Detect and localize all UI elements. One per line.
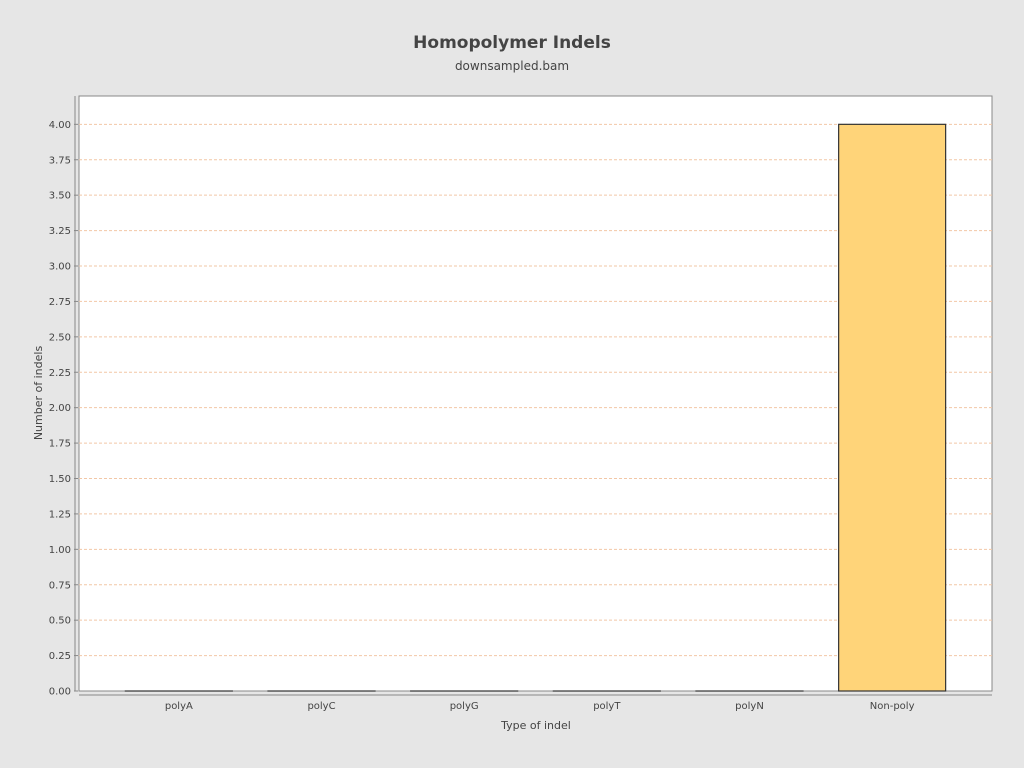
y-tick-label: 0.50 bbox=[49, 616, 71, 627]
y-tick-label: 3.50 bbox=[49, 191, 71, 202]
x-axis-ticks: polyA polyC polyG polyT polyN Non-poly bbox=[165, 701, 915, 712]
bars bbox=[124, 123, 947, 692]
y-tick-label: 1.25 bbox=[49, 509, 71, 520]
y-tick-label: 4.00 bbox=[49, 120, 71, 131]
y-tick-label: 2.00 bbox=[49, 403, 71, 414]
y-axis-label: Number of indels bbox=[32, 346, 45, 441]
y-tick-label: 3.25 bbox=[49, 226, 71, 237]
y-tick-label: 0.75 bbox=[49, 580, 71, 591]
x-tick-label: polyN bbox=[735, 701, 764, 712]
y-tick-label: 0.00 bbox=[49, 687, 71, 698]
y-tick-label: 1.75 bbox=[49, 439, 71, 450]
x-axis-label: Type of indel bbox=[500, 719, 571, 732]
x-tick-label: polyA bbox=[165, 701, 193, 712]
chart-subtitle: downsampled.bam bbox=[455, 59, 569, 73]
y-tick-label: 3.00 bbox=[49, 262, 71, 273]
y-tick-label: 1.00 bbox=[49, 545, 71, 556]
y-tick-label: 0.25 bbox=[49, 651, 71, 662]
x-tick-label: Non-poly bbox=[870, 701, 915, 712]
y-tick-label: 2.50 bbox=[49, 332, 71, 343]
chart-title: Homopolymer Indels bbox=[413, 33, 611, 53]
x-tick-label: polyT bbox=[593, 701, 621, 712]
x-tick-label: polyG bbox=[450, 701, 479, 712]
y-tick-label: 3.75 bbox=[49, 155, 71, 166]
bar-non-poly bbox=[838, 123, 947, 692]
x-tick-label: polyC bbox=[307, 701, 335, 712]
y-tick-label: 2.75 bbox=[49, 297, 71, 308]
y-tick-label: 2.25 bbox=[49, 368, 71, 379]
y-tick-label: 1.50 bbox=[49, 474, 71, 485]
y-axis-ticks: 0.00 0.25 0.50 0.75 1.00 1.25 1.50 1.75 2.00 2.25… bbox=[49, 120, 78, 698]
